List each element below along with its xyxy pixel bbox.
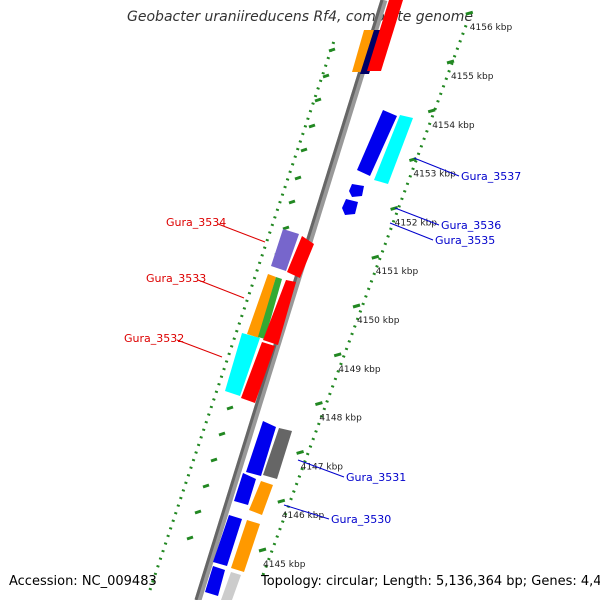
gene-red-top (367, 0, 403, 71)
label-gura-3531: Gura_3531 (346, 471, 406, 484)
forward-genes (205, 110, 413, 600)
axis-tick-label: 4145 kbp (263, 560, 306, 570)
axis-tick-label: 4150 kbp (357, 316, 400, 326)
axis-tick-label: 4148 kbp (319, 414, 362, 424)
axis-tick (371, 254, 380, 260)
gene-orange-low1 (231, 520, 260, 572)
gene-blue-low2 (205, 566, 225, 596)
axis-tick-label: 4156 kbp (470, 23, 513, 33)
gene-blue-3530 (234, 473, 256, 505)
gene-cyan-3532 (225, 333, 260, 396)
axis-tick-label: 4155 kbp (451, 72, 494, 82)
leader-3530 (283, 504, 330, 520)
axis-tick (314, 401, 323, 407)
dash-mark (322, 73, 330, 79)
dash-mark (308, 123, 316, 129)
label-gura-3535: Gura_3535 (435, 234, 495, 247)
axis-tick (258, 547, 267, 553)
axis-tick (446, 59, 455, 65)
gene-gray-3531b (263, 428, 292, 479)
dash-mark (314, 97, 322, 103)
dash-mark (218, 431, 226, 437)
accession-text: Accession: NC_009483 (9, 574, 157, 589)
label-gura-3536: Gura_3536 (441, 219, 501, 232)
gene-orange-top (352, 30, 374, 72)
gene-blue-3537 (357, 110, 397, 176)
leader-3537 (413, 157, 460, 177)
dash-mark (328, 47, 336, 53)
gene-red-3532b (241, 342, 275, 403)
label-gura-3533: Gura_3533 (146, 272, 206, 285)
dash-mark (300, 147, 308, 153)
reverse-genes (225, 229, 314, 403)
gene-orange-3530b (249, 481, 273, 515)
label-gura-3530: Gura_3530 (331, 513, 391, 526)
gene-red-3534b (287, 236, 314, 278)
axis-tick-label: 4147 kbp (301, 462, 344, 472)
dash-mark (186, 535, 194, 541)
axis-tick (352, 303, 361, 309)
dash-mark (194, 509, 202, 515)
leader-3535 (389, 222, 434, 241)
gene-gray-low2 (221, 572, 241, 600)
leader-3531 (297, 459, 345, 478)
gene-cyan-3537b (374, 115, 413, 184)
gene-blue-3531 (246, 421, 276, 476)
top-genes (352, 0, 403, 74)
leader-3536 (394, 207, 440, 226)
dash-mark (282, 225, 290, 231)
axis-tick (296, 449, 305, 455)
gene-orange-3533 (247, 274, 276, 338)
axis-tick-label: 4146 kbp (282, 511, 325, 521)
leader-3534 (217, 223, 266, 243)
topology-text: Topology: circular; Length: 5,136,364 bp… (261, 574, 600, 589)
dash-mark (294, 175, 302, 181)
axis-tick (465, 10, 474, 16)
axis-tick (333, 352, 342, 358)
leader-3532 (176, 339, 223, 358)
axis-tick-label: 4151 kbp (376, 267, 419, 277)
outer-dotted-ring-left (148, 37, 337, 591)
dash-mark (226, 405, 234, 411)
dash-mark (202, 483, 210, 489)
gene-purple-3534 (271, 229, 299, 271)
backbone-shadow (194, 0, 388, 600)
axis-tick-label: 4154 kbp (432, 121, 475, 131)
gene-blue-low1 (213, 515, 242, 566)
axis-ticks: 4145 kbp 4146 kbp 4147 kbp 4148 kbp 4149 kbp… (258, 10, 513, 570)
gene-labels: Gura_3534 Gura_3533 Gura_3532 Gura_3537 … (124, 170, 521, 526)
gene-green-3533 (258, 277, 282, 339)
axis-tick (427, 108, 436, 114)
axis-tick-label: 4153 kbp (413, 170, 456, 180)
dash-mark (288, 199, 296, 205)
axis-tick-label: 4152 kbp (395, 218, 438, 228)
axis-tick (390, 205, 399, 211)
leader-3533 (197, 279, 245, 299)
axis-tick-label: 4149 kbp (338, 365, 381, 375)
label-gura-3534: Gura_3534 (166, 216, 226, 229)
label-gura-3537: Gura_3537 (461, 170, 521, 183)
label-gura-3532: Gura_3532 (124, 332, 184, 345)
gene-red-3533b (263, 280, 296, 345)
gene-blue-3535 (342, 199, 358, 215)
gene-leaders (176, 157, 460, 520)
dash-mark (210, 457, 218, 463)
axis-tick (277, 498, 286, 504)
gene-blue-3536 (349, 184, 364, 197)
